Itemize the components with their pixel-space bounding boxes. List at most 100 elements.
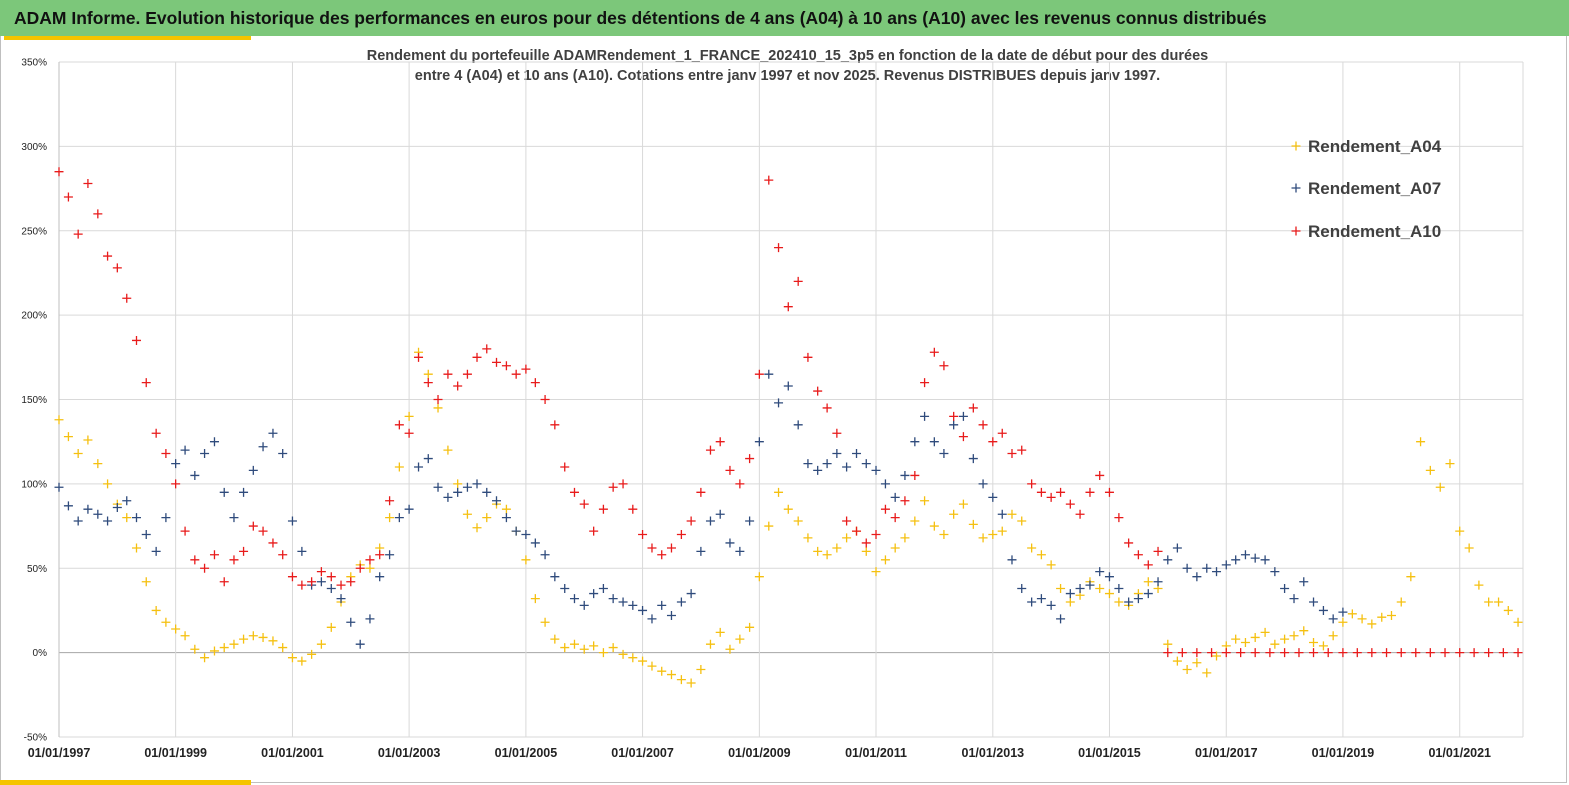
data-point (696, 487, 706, 497)
data-point (93, 509, 103, 519)
data-point (1172, 656, 1182, 666)
data-point (1095, 567, 1105, 577)
data-point (676, 597, 686, 607)
data-point (375, 550, 385, 560)
data-point (1270, 639, 1280, 649)
data-point (1192, 648, 1202, 658)
data-point (715, 627, 725, 637)
data-point (190, 555, 200, 565)
legend-marker (1291, 141, 1301, 151)
data-point (1250, 553, 1260, 563)
data-point (1338, 648, 1348, 658)
data-point (141, 577, 151, 587)
data-point (1328, 631, 1338, 641)
data-point (569, 639, 579, 649)
data-point (63, 432, 73, 442)
data-point (783, 302, 793, 312)
data-point (783, 504, 793, 514)
data-point (1221, 560, 1231, 570)
data-point (1377, 612, 1387, 622)
data-point (530, 538, 540, 548)
data-point (248, 521, 258, 531)
data-point (1133, 550, 1143, 560)
data-point (1469, 648, 1479, 658)
data-point (1352, 648, 1362, 658)
data-point (161, 513, 171, 523)
data-point (462, 369, 472, 379)
data-point (355, 563, 365, 573)
data-point (813, 386, 823, 396)
data-point (598, 584, 608, 593)
data-point (1440, 648, 1450, 658)
data-point (676, 530, 686, 539)
data-point (638, 530, 648, 539)
data-point (375, 572, 385, 582)
data-point (764, 369, 774, 379)
data-point (1056, 614, 1066, 624)
data-point (560, 462, 570, 472)
data-point (978, 533, 988, 543)
data-point (735, 546, 745, 556)
data-point (540, 395, 550, 404)
data-point (219, 487, 229, 497)
chart-title-line-1: Rendement du portefeuille ADAMRendement_… (366, 48, 1209, 64)
data-point (190, 644, 200, 654)
data-point (1328, 614, 1338, 624)
data-point (141, 378, 151, 388)
data-point (1017, 445, 1027, 455)
data-point (696, 665, 706, 674)
y-axis-ticks: -50% 0% 50% 100% 150% 200% 250% 300% 350% (21, 58, 47, 744)
data-point (1455, 648, 1465, 658)
data-point (200, 563, 210, 573)
data-point (842, 462, 852, 472)
chart-title: Rendement du portefeuille ADAMRendement_… (240, 46, 1335, 86)
data-point (258, 442, 268, 452)
data-point (501, 513, 511, 523)
data-point (1338, 607, 1348, 617)
data-point (1289, 594, 1299, 604)
data-point (735, 634, 745, 644)
data-point (1455, 526, 1465, 536)
data-point (346, 617, 356, 627)
data-point (1104, 589, 1114, 599)
data-point (1435, 482, 1445, 492)
data-point (1212, 567, 1222, 577)
y-tick-label: -50% (24, 733, 47, 744)
data-point (1172, 543, 1182, 553)
data-point (686, 516, 696, 526)
data-point (443, 492, 453, 502)
data-point (472, 479, 482, 489)
data-point (793, 276, 803, 286)
data-point (540, 550, 550, 560)
data-point (900, 533, 910, 543)
data-point (618, 649, 628, 659)
data-point (813, 546, 823, 556)
x-tick-label: 01/01/2013 (962, 746, 1025, 760)
y-tick-label: 150% (21, 395, 47, 406)
data-point (501, 361, 511, 371)
data-point (1425, 648, 1435, 658)
data-point (958, 499, 968, 509)
banner-title: ADAM Informe. Evolution historique des p… (14, 7, 1267, 28)
data-point (200, 653, 210, 663)
data-point (336, 594, 346, 604)
data-point (579, 600, 589, 610)
data-point (54, 167, 64, 177)
data-point (774, 487, 784, 497)
data-point (1036, 487, 1046, 497)
legend-marker (1291, 226, 1301, 236)
data-point (404, 428, 414, 438)
data-point (1192, 572, 1202, 582)
data-point (297, 580, 307, 590)
data-point (929, 437, 939, 447)
data-point (1065, 499, 1075, 509)
x-tick-label: 01/01/1999 (144, 746, 207, 760)
data-point (443, 369, 453, 379)
data-point (443, 445, 453, 455)
data-point (278, 643, 288, 653)
data-points (54, 167, 1523, 688)
data-point (988, 530, 998, 539)
data-point (307, 649, 317, 659)
data-point (492, 357, 502, 367)
data-point (511, 369, 521, 379)
